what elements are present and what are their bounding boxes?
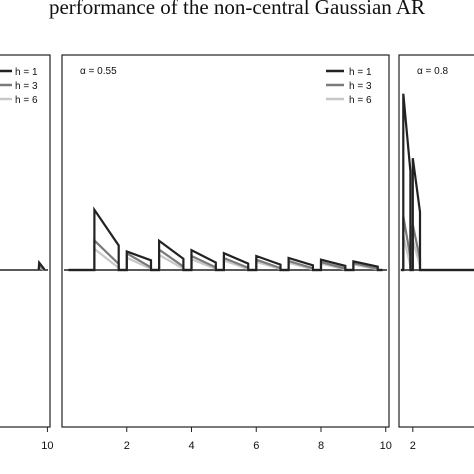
series-line-h-1 xyxy=(400,93,474,272)
panel-middle-frame xyxy=(61,54,390,428)
panel-middle-alpha-label: α = 0.55 xyxy=(80,66,117,77)
legend-h3-label: h = 3 xyxy=(349,81,372,92)
panel-right-series xyxy=(400,93,474,272)
series-line-h-3 xyxy=(68,237,383,272)
x-tick-label: 6 xyxy=(253,440,259,452)
figure-title: performance of the non-central Gaussian … xyxy=(49,0,425,19)
x-tick-label: 10 xyxy=(41,440,53,452)
panel-middle-legend: h = 1 h = 3 h = 6 xyxy=(326,67,372,106)
panel-right-frame xyxy=(398,54,474,428)
panel-middle-x-ticks: 2 4 6 8 10 xyxy=(124,427,392,452)
legend-h1-label: h = 1 xyxy=(15,67,38,78)
panel-middle: α = 0.55 h = 1 h = 3 h = 6 2 4 6 8 10 xyxy=(61,54,392,452)
panel-right-x-ticks: 2 xyxy=(410,427,416,452)
panel-left-series xyxy=(0,259,48,271)
x-tick-label: 2 xyxy=(124,440,130,452)
panel-right: α = 0.8 2 xyxy=(398,54,474,452)
panel-left-x-ticks: 10 xyxy=(41,427,54,452)
x-tick-label: 8 xyxy=(318,440,324,452)
x-tick-label: 10 xyxy=(380,440,392,452)
panel-left: h = 1 h = 3 h = 6 10 xyxy=(0,54,54,452)
panel-right-alpha-label: α = 0.8 xyxy=(417,66,449,77)
panel-left-legend: h = 1 h = 3 h = 6 xyxy=(0,67,38,106)
x-tick-label: 2 xyxy=(410,440,416,452)
legend-h6-label: h = 6 xyxy=(349,95,372,106)
panel-left-frame xyxy=(0,54,51,428)
panel-middle-series xyxy=(64,206,387,272)
x-tick-label: 4 xyxy=(188,440,194,452)
series-line-h-1 xyxy=(68,206,383,272)
series-line-h-1 xyxy=(37,259,46,271)
legend-h6-label: h = 6 xyxy=(15,95,38,106)
legend-h1-label: h = 1 xyxy=(349,67,372,78)
legend-h3-label: h = 3 xyxy=(15,81,38,92)
